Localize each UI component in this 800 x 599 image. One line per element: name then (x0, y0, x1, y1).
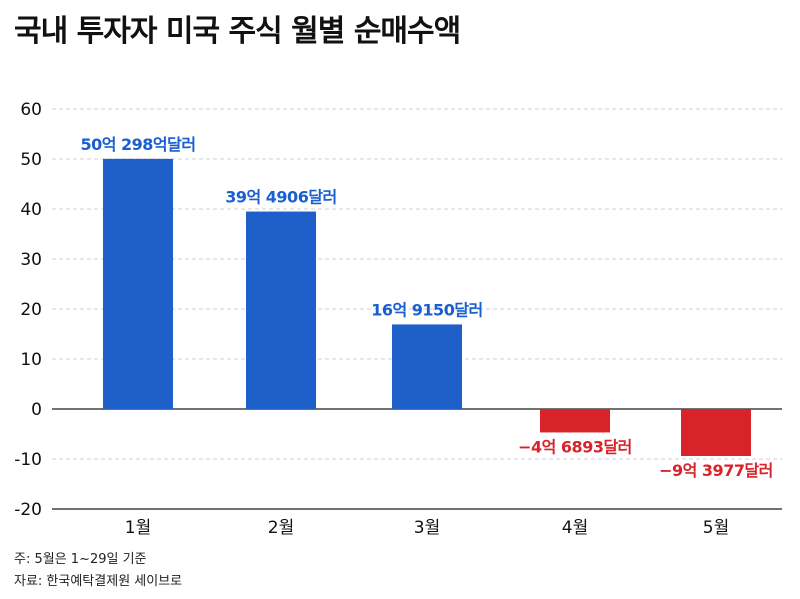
data-label: 39억 4906달러 (225, 188, 337, 207)
source-note: 자료: 한국예탁결제원 세이브로 (14, 574, 183, 589)
data-label: 16억 9150달러 (371, 300, 483, 319)
y-tick-label: 60 (20, 100, 42, 120)
y-tick-label: 40 (20, 200, 42, 220)
y-tick-label: -20 (14, 500, 42, 520)
data-label: −9억 3977달러 (659, 461, 773, 480)
y-tick-label: -10 (14, 450, 42, 470)
y-tick-label: 0 (31, 400, 42, 420)
bar (540, 409, 610, 433)
x-tick-label: 3월 (414, 518, 440, 538)
bar (392, 324, 462, 409)
bar (103, 158, 173, 409)
data-label: −4억 6893달러 (518, 437, 632, 456)
x-tick-label: 5월 (703, 518, 729, 538)
y-tick-label: 50 (20, 150, 42, 170)
data-label: 50억 298억달러 (80, 135, 195, 154)
chart-title: 국내 투자자 미국 주식 월별 순매수액 (14, 14, 461, 49)
x-tick-label: 4월 (562, 518, 588, 538)
y-tick-label: 30 (20, 250, 42, 270)
footnote: 주: 5월은 1~29일 기준 (14, 552, 147, 567)
bar (681, 409, 751, 456)
y-tick-label: 10 (20, 350, 42, 370)
x-tick-label: 2월 (268, 518, 294, 538)
x-tick-label: 1월 (125, 518, 151, 538)
bar (246, 211, 316, 409)
y-tick-label: 20 (20, 300, 42, 320)
